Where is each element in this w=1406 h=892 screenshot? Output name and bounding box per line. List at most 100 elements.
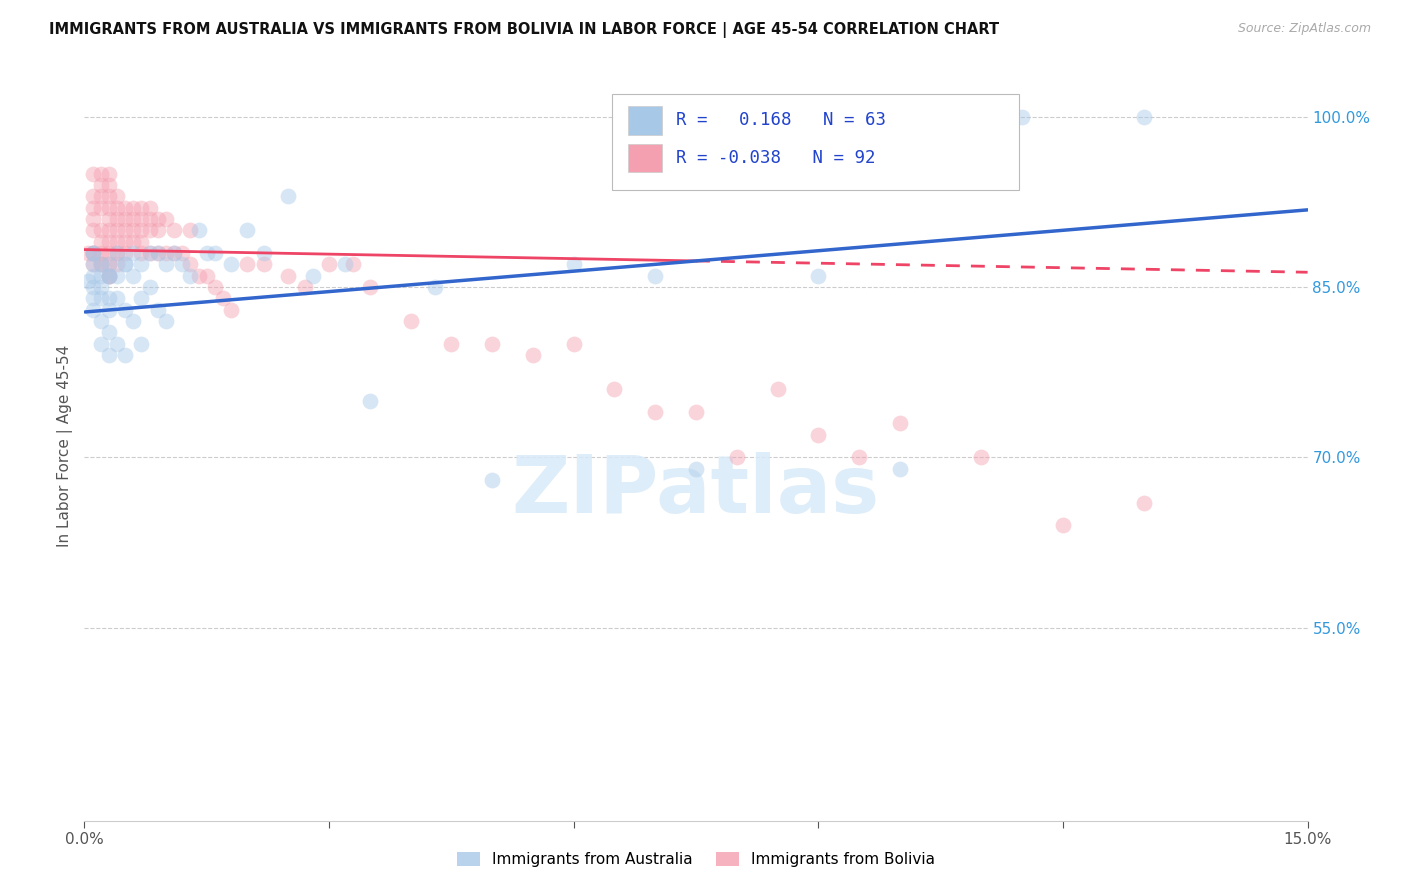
Point xyxy=(562,257,585,271)
Point xyxy=(685,405,707,419)
Point xyxy=(195,268,218,283)
Point xyxy=(155,246,177,260)
Point xyxy=(155,257,177,271)
Point xyxy=(359,280,381,294)
Point xyxy=(97,223,120,237)
Point xyxy=(97,268,120,283)
Point xyxy=(644,405,666,419)
Point xyxy=(82,257,104,271)
Point xyxy=(131,336,153,351)
Point xyxy=(204,246,226,260)
Point xyxy=(122,268,145,283)
Point xyxy=(114,257,136,271)
Point xyxy=(522,348,544,362)
Point xyxy=(1011,110,1033,124)
Point xyxy=(685,461,707,475)
Point xyxy=(97,201,120,215)
Point xyxy=(807,427,830,442)
Point xyxy=(114,235,136,249)
Point xyxy=(163,246,186,260)
Point xyxy=(1133,110,1156,124)
Point xyxy=(105,246,128,260)
Point xyxy=(114,246,136,260)
Point xyxy=(97,167,120,181)
Point xyxy=(90,292,112,306)
Text: ZIPatlas: ZIPatlas xyxy=(512,452,880,530)
Point xyxy=(122,235,145,249)
Text: R =   0.168   N = 63: R = 0.168 N = 63 xyxy=(676,112,886,129)
Point xyxy=(105,336,128,351)
Point xyxy=(114,257,136,271)
Point xyxy=(105,211,128,226)
Point xyxy=(97,211,120,226)
Point xyxy=(889,461,911,475)
Point xyxy=(212,292,235,306)
Point xyxy=(138,211,160,226)
Point xyxy=(138,223,160,237)
Point xyxy=(82,292,104,306)
Point xyxy=(440,336,463,351)
Point xyxy=(90,280,112,294)
Text: IMMIGRANTS FROM AUSTRALIA VS IMMIGRANTS FROM BOLIVIA IN LABOR FORCE | AGE 45-54 : IMMIGRANTS FROM AUSTRALIA VS IMMIGRANTS … xyxy=(49,22,1000,38)
Point xyxy=(82,201,104,215)
Point xyxy=(179,268,201,283)
Point xyxy=(105,201,128,215)
Point xyxy=(163,223,186,237)
Point xyxy=(236,223,259,237)
Y-axis label: In Labor Force | Age 45-54: In Labor Force | Age 45-54 xyxy=(58,345,73,547)
Point xyxy=(848,450,870,465)
Point xyxy=(172,246,194,260)
Point xyxy=(82,280,104,294)
Point xyxy=(122,223,145,237)
Point xyxy=(146,223,169,237)
Point xyxy=(138,201,160,215)
Point xyxy=(82,246,104,260)
Point xyxy=(562,336,585,351)
Point xyxy=(318,257,340,271)
Point xyxy=(114,211,136,226)
Point xyxy=(294,280,316,294)
Point xyxy=(90,257,112,271)
Point xyxy=(1052,518,1074,533)
Text: R = -0.038   N = 92: R = -0.038 N = 92 xyxy=(676,149,876,167)
Point xyxy=(90,314,112,328)
Point xyxy=(82,167,104,181)
Legend: Immigrants from Australia, Immigrants from Bolivia: Immigrants from Australia, Immigrants fr… xyxy=(457,852,935,867)
Point xyxy=(253,246,276,260)
Point xyxy=(105,235,128,249)
Point xyxy=(481,473,503,487)
Point xyxy=(82,211,104,226)
Point xyxy=(187,268,209,283)
Point xyxy=(77,246,100,260)
Point xyxy=(122,314,145,328)
Point xyxy=(138,280,160,294)
Point xyxy=(97,257,120,271)
Point xyxy=(1133,496,1156,510)
Point xyxy=(179,223,201,237)
Point xyxy=(97,326,120,340)
Point xyxy=(889,417,911,431)
Point xyxy=(335,257,357,271)
Point xyxy=(277,268,299,283)
Point xyxy=(146,246,169,260)
Point xyxy=(236,257,259,271)
Point xyxy=(82,189,104,203)
Point xyxy=(114,201,136,215)
Point xyxy=(644,268,666,283)
Point xyxy=(131,223,153,237)
Point xyxy=(90,257,112,271)
Point xyxy=(97,178,120,192)
Point xyxy=(97,268,120,283)
Point xyxy=(97,302,120,317)
Point xyxy=(82,268,104,283)
Point xyxy=(481,336,503,351)
Point xyxy=(970,450,993,465)
Point xyxy=(138,246,160,260)
Point xyxy=(114,302,136,317)
Point xyxy=(105,292,128,306)
Point xyxy=(97,268,120,283)
Point xyxy=(187,223,209,237)
Text: Source: ZipAtlas.com: Source: ZipAtlas.com xyxy=(1237,22,1371,36)
Point xyxy=(219,302,242,317)
Point xyxy=(131,246,153,260)
